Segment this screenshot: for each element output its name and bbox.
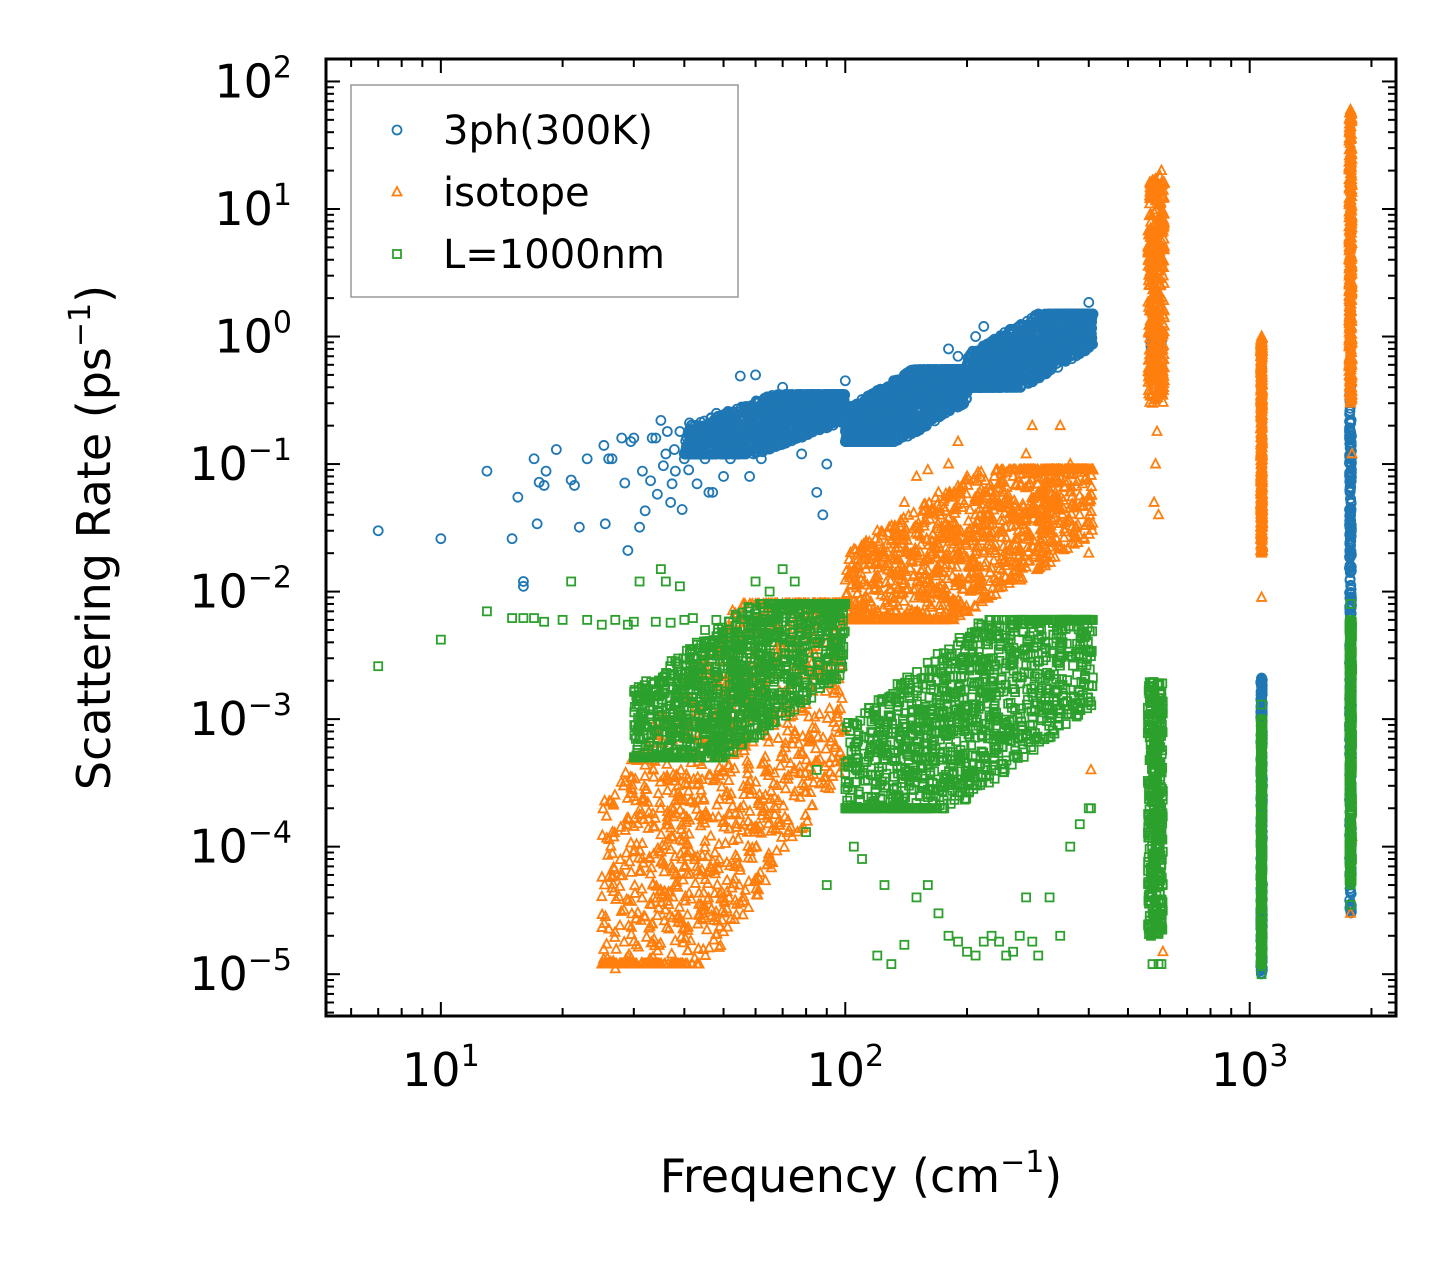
point-circle <box>697 420 709 432</box>
point-circle <box>736 412 748 423</box>
point-circle <box>784 409 795 420</box>
series-0 <box>372 297 1357 980</box>
point-circle <box>716 419 728 431</box>
point-circle <box>742 409 754 421</box>
point-circle <box>722 447 733 459</box>
point-circle <box>782 413 794 425</box>
point-circle <box>757 428 769 440</box>
point-circle <box>707 448 719 460</box>
point-circle <box>816 397 828 409</box>
point-circle <box>736 430 748 442</box>
point-circle <box>783 433 795 445</box>
point-circle <box>717 431 729 443</box>
point-circle <box>748 407 759 419</box>
point-circle <box>817 416 829 428</box>
point-circle <box>690 448 702 460</box>
point-circle <box>801 424 813 435</box>
point-circle <box>757 395 769 407</box>
point-circle <box>786 430 797 442</box>
point-circle <box>830 409 842 420</box>
point-circle <box>814 422 826 434</box>
point-circle <box>739 443 751 454</box>
point-circle <box>721 420 732 432</box>
point-circle <box>783 403 795 415</box>
point-circle <box>719 437 731 449</box>
point-circle <box>750 440 762 451</box>
point-circle <box>733 435 745 447</box>
chart-marks <box>372 102 1358 980</box>
point-circle <box>811 400 823 412</box>
point-circle <box>796 423 808 435</box>
point-circle <box>752 396 764 407</box>
point-circle <box>804 412 816 423</box>
point-circle <box>770 411 781 423</box>
point-circle <box>836 389 848 401</box>
point-circle <box>774 392 786 404</box>
point-circle <box>789 397 801 409</box>
point-circle <box>777 413 788 425</box>
point-circle <box>760 425 772 437</box>
point-circle <box>715 448 727 460</box>
point-circle <box>741 420 752 431</box>
